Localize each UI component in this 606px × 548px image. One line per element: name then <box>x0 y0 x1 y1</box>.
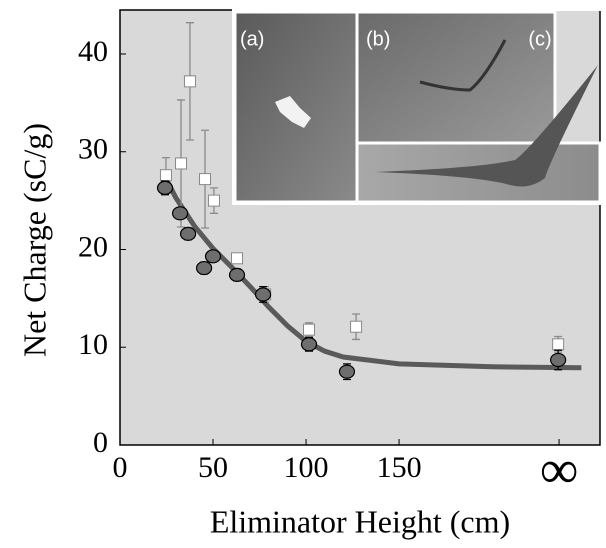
x-tick-label: 150 <box>377 451 422 484</box>
y-tick-label: 30 <box>78 133 108 166</box>
point-circle <box>338 364 356 379</box>
point-square <box>159 169 172 182</box>
y-tick-label: 20 <box>78 230 108 263</box>
inset-b <box>355 10 557 145</box>
point-square <box>350 320 363 333</box>
x-tick-label: 100 <box>284 451 329 484</box>
y-tick-label: 0 <box>93 426 108 459</box>
inset-frame <box>232 9 603 205</box>
point-circle <box>228 267 246 283</box>
insets: (a) (b) (c) <box>232 9 603 205</box>
x-axis-label: Eliminator Height (cm) <box>210 503 510 539</box>
point-square <box>175 157 188 170</box>
point-circle <box>300 337 318 352</box>
point-circle <box>204 249 222 264</box>
point-square <box>199 173 212 186</box>
inset-label: (c) <box>528 28 551 50</box>
point-circle <box>550 352 567 368</box>
inset-a-blob <box>275 96 311 128</box>
point-circle <box>195 260 213 276</box>
y-axis-label: Net Charge (sC/g) <box>16 123 52 357</box>
point-square <box>231 252 244 265</box>
inset-c-spike <box>375 65 598 187</box>
inset-b-fiber <box>419 39 507 92</box>
fit-curve <box>162 175 582 371</box>
y-tick-label: 40 <box>78 35 108 68</box>
point-circle <box>156 180 174 196</box>
x-tick-label: ∞ <box>540 439 579 499</box>
point-square <box>303 323 316 336</box>
point-square <box>183 75 196 88</box>
point-circle <box>179 226 197 241</box>
x-tick-label: 0 <box>113 451 128 484</box>
y-tick-label: 10 <box>78 328 108 361</box>
inset-label: (b) <box>366 28 390 50</box>
inset-label: (a) <box>240 28 264 50</box>
point-circle <box>254 287 272 302</box>
point-square <box>207 194 220 207</box>
point-square <box>552 338 565 351</box>
x-tick-label: 50 <box>198 451 228 484</box>
point-circle <box>171 206 189 221</box>
